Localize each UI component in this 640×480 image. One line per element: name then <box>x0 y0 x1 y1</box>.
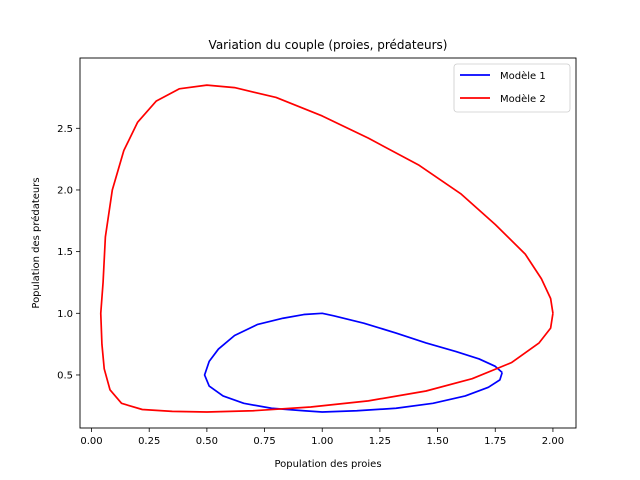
x-tick-label: 0.50 <box>196 436 218 447</box>
x-tick-label: 1.25 <box>369 436 391 447</box>
x-tick-label: 1.75 <box>484 436 506 447</box>
chart-title: Variation du couple (proies, prédateurs) <box>209 38 448 52</box>
legend-box <box>453 63 571 113</box>
y-tick-label: 1.5 <box>57 247 73 258</box>
x-tick-label: 2.00 <box>542 436 564 447</box>
legend-label-modele-2: Modèle 2 <box>500 93 546 105</box>
plot-frame <box>79 57 577 429</box>
y-axis: 0.5 1.0 1.5 2.0 2.5 <box>57 124 80 381</box>
x-tick-label: 0.75 <box>253 436 275 447</box>
y-tick-label: 2.0 <box>57 185 73 196</box>
x-axis-label: Population des proies <box>274 459 381 470</box>
series-line-modele-1 <box>203 312 503 413</box>
series-line-modele-2 <box>99 84 554 413</box>
x-tick-label: 0.00 <box>80 436 102 447</box>
x-axis: 0.00 0.25 0.50 0.75 1.00 1.25 1.50 1.75 2.00 <box>80 428 564 447</box>
y-tick-label: 0.5 <box>57 370 73 381</box>
legend: Modèle 1 Modèle 2 <box>453 63 571 113</box>
y-tick-label: 2.5 <box>57 124 73 135</box>
legend-label-modele-1: Modèle 1 <box>500 70 546 82</box>
y-axis-label: Population des prédateurs <box>30 177 42 308</box>
series-layer <box>99 84 554 413</box>
x-tick-label: 0.25 <box>138 436 160 447</box>
y-tick-label: 1.0 <box>57 309 73 320</box>
x-tick-label: 1.00 <box>311 436 333 447</box>
x-tick-label: 1.50 <box>426 436 448 447</box>
